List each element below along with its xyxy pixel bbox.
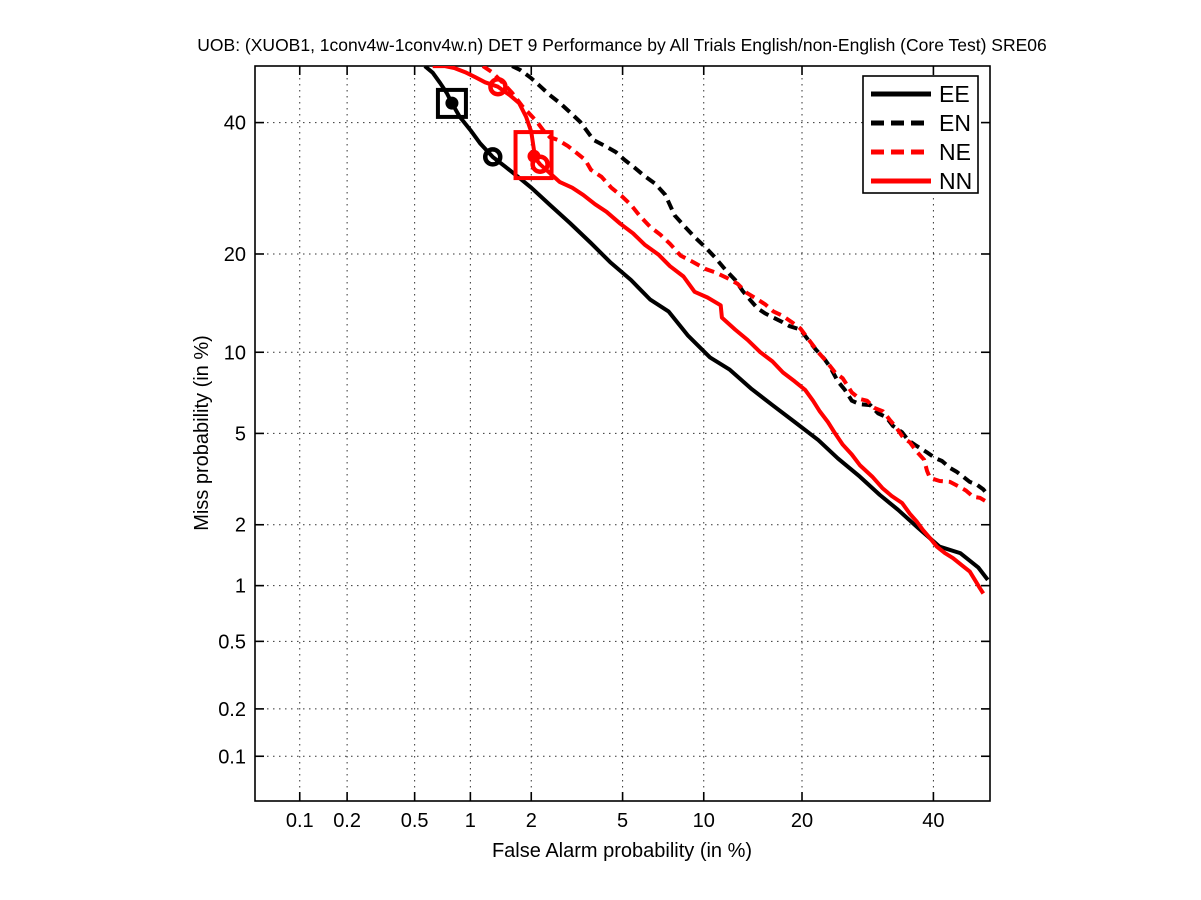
legend-entry-en: EN (871, 110, 971, 136)
marker-ring (482, 147, 503, 167)
legend-entry-nn: NN (871, 168, 972, 194)
legend-label-ne: NE (939, 139, 971, 165)
y-tick-label: 2 (235, 515, 246, 537)
axis-ticks (255, 66, 990, 801)
legend-label-en: EN (939, 110, 971, 136)
legend-entry-ee: EE (871, 81, 970, 107)
marker-square (435, 87, 468, 119)
y-tick-label: 40 (224, 113, 246, 135)
x-tick-label: 1 (465, 810, 476, 832)
x-tick-label: 20 (791, 810, 813, 832)
y-axis-label: Miss probability (in %) (191, 335, 213, 531)
dcf-markers (435, 76, 554, 181)
grid-lines (255, 66, 990, 801)
marker-dot (445, 96, 459, 110)
legend: EE EN NE NN (862, 75, 979, 194)
det-curve-nn (432, 66, 985, 595)
chart-title: UOB: (XUOB1, 1conv4w-1conv4w.n) DET 9 Pe… (197, 35, 1046, 55)
tick-labels: 0.1 0.2 0.5 1 2 5 10 20 40 0.1 0.2 0.5 1 2 5 10 20 40 (218, 113, 944, 832)
y-tick-label: 1 (235, 576, 246, 598)
legend-label-nn: NN (939, 168, 972, 194)
x-tick-label: 10 (693, 810, 715, 832)
plot-box (254, 65, 991, 802)
x-tick-label: 40 (922, 810, 944, 832)
x-tick-label: 2 (526, 810, 537, 832)
det-curves (423, 66, 990, 595)
marker-square (513, 130, 554, 181)
y-tick-label: 0.5 (218, 631, 246, 653)
marker-ring (488, 76, 508, 97)
x-tick-label: 5 (617, 810, 628, 832)
det-curve-ne (481, 66, 987, 503)
x-axis-label: False Alarm probability (in %) (492, 840, 752, 862)
y-tick-label: 10 (224, 342, 246, 364)
y-tick-label: 0.1 (218, 746, 246, 768)
legend-entry-ne: NE (871, 139, 971, 165)
det-curve-en (511, 66, 990, 497)
y-tick-label: 20 (224, 244, 246, 266)
x-tick-label: 0.5 (401, 810, 429, 832)
det-curve-ee (423, 66, 990, 582)
y-tick-label: 0.2 (218, 699, 246, 721)
x-tick-label: 0.1 (286, 810, 314, 832)
marker-ring (530, 154, 550, 175)
y-tick-label: 5 (235, 423, 246, 445)
legend-label-ee: EE (939, 81, 970, 107)
x-tick-label: 0.2 (333, 810, 361, 832)
